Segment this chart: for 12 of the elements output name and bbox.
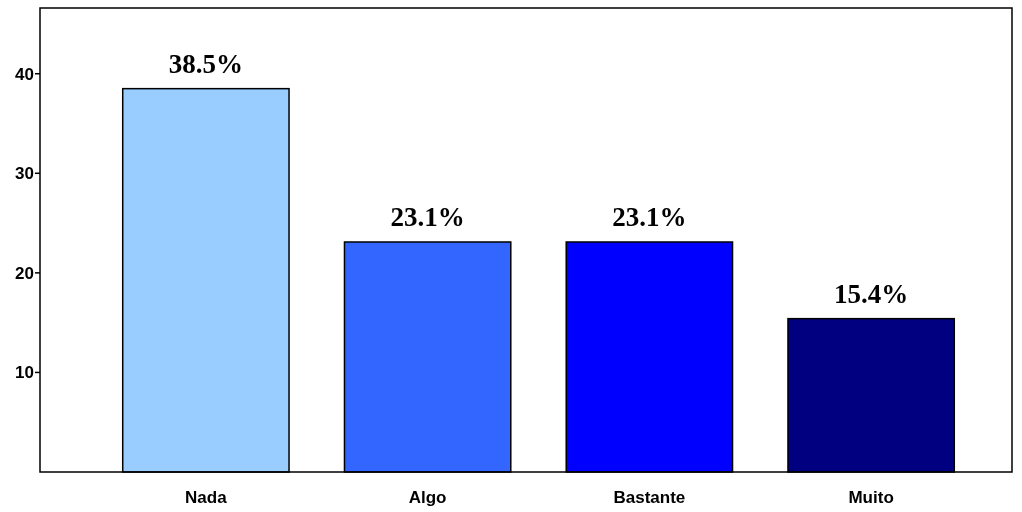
x-tick-label: Muito <box>848 488 894 507</box>
x-tick-label: Nada <box>185 488 228 507</box>
x-tick-label: Bastante <box>613 488 686 507</box>
y-tick-label: 20 <box>15 263 34 283</box>
data-label: 15.4% <box>834 278 909 309</box>
y-tick-label: 10 <box>15 363 34 383</box>
data-label: 23.1% <box>612 201 687 232</box>
data-label: 23.1% <box>390 201 465 232</box>
data-label: 38.5% <box>168 48 243 79</box>
y-tick-label: 30 <box>15 164 34 184</box>
x-tick-label: Algo <box>408 488 447 507</box>
y-tick-label: 40 <box>15 64 34 84</box>
